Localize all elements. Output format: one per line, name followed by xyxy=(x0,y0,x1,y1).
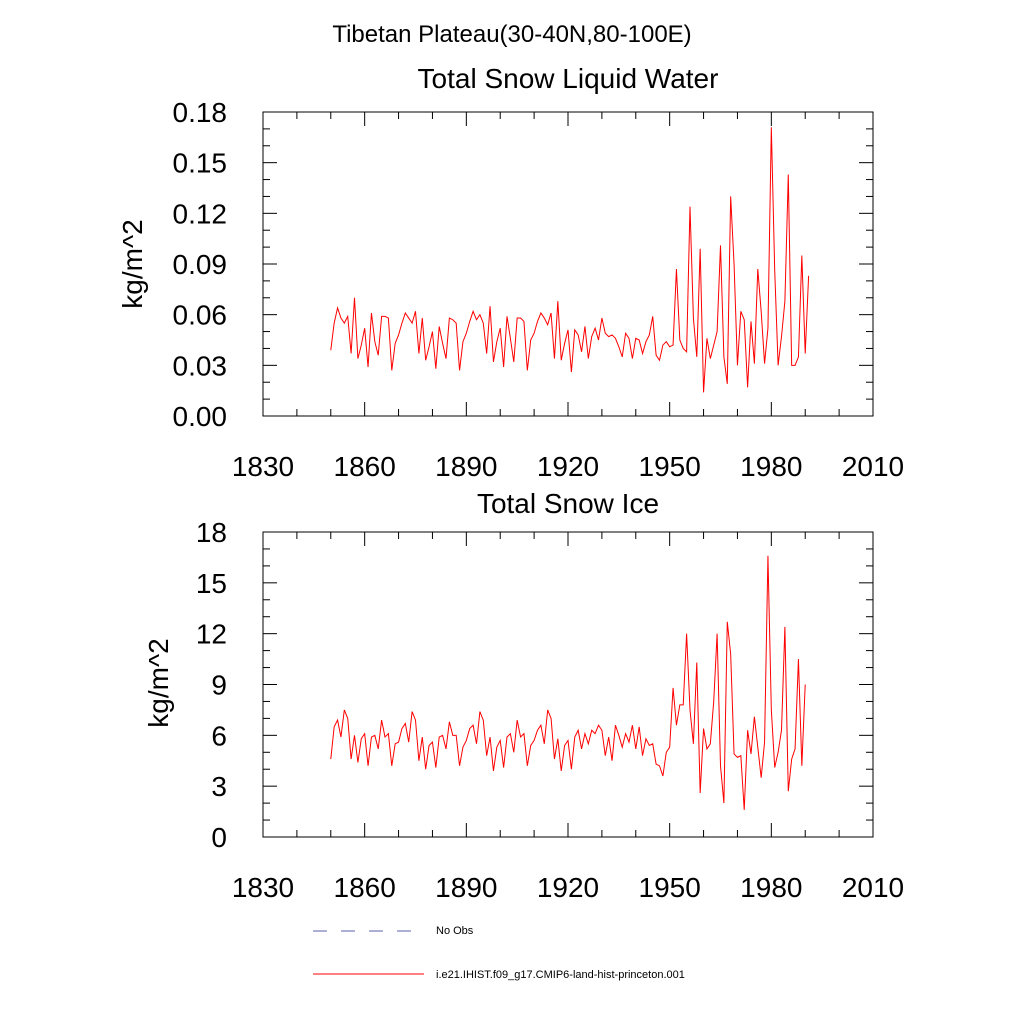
y-tick-label: 12 xyxy=(196,619,227,650)
y-tick-label: 0.09 xyxy=(173,249,228,280)
x-tick-label: 1920 xyxy=(537,872,599,903)
legend: No Obs i.e21.IHIST.f09_g17.CMIP6-land-hi… xyxy=(313,925,685,981)
figure-suptitle: Tibetan Plateau(30-40N,80-100E) xyxy=(332,21,691,48)
chart-title: Total Snow Ice xyxy=(477,488,659,519)
chart-panel-snow-ice: Total Snow Ice kg/m^2 1830 1860 1890 1920 19… xyxy=(143,488,904,903)
x-tick-label: 1830 xyxy=(232,451,294,482)
y-tick-label: 0.15 xyxy=(173,148,228,179)
plot-frame xyxy=(262,111,874,417)
y-tick-label: 0.03 xyxy=(173,350,228,381)
x-tick-label: 1950 xyxy=(639,451,701,482)
y-tick-label: 0.18 xyxy=(173,97,228,128)
legend-label-no-obs: No Obs xyxy=(436,925,474,937)
series-line xyxy=(330,127,810,393)
chart-title: Total Snow Liquid Water xyxy=(418,63,719,94)
x-tick-label: 1920 xyxy=(537,451,599,482)
y-axis-label: kg/m^2 xyxy=(143,638,174,727)
y-tick-label: 9 xyxy=(211,670,227,701)
y-tick-label: 6 xyxy=(211,720,227,751)
x-tick-label: 2010 xyxy=(842,451,904,482)
chart-panel-liquid-water: Total Snow Liquid Water kg/m^2 1830 1860 1… xyxy=(117,63,904,482)
x-tick-label: 1860 xyxy=(334,451,396,482)
plot-frame xyxy=(262,531,874,838)
x-tick-label: 1890 xyxy=(435,872,497,903)
legend-label-model-run: i.e21.IHIST.f09_g17.CMIP6-land-hist-prin… xyxy=(436,969,685,981)
x-tick-label: 1980 xyxy=(740,451,802,482)
x-tick-label: 2010 xyxy=(842,872,904,903)
x-tick-label: 1890 xyxy=(435,451,497,482)
y-tick-label: 18 xyxy=(196,517,227,548)
y-tick-label: 15 xyxy=(196,568,227,599)
y-tick-label: 0.00 xyxy=(173,401,228,432)
y-tick-label: 0 xyxy=(211,822,227,853)
y-axis-label: kg/m^2 xyxy=(117,219,148,308)
x-tick-label: 1830 xyxy=(232,872,294,903)
x-tick-label: 1860 xyxy=(334,872,396,903)
y-tick-label: 0.06 xyxy=(173,300,228,331)
y-tick-label: 0.12 xyxy=(173,198,228,229)
series-line xyxy=(330,555,806,810)
x-tick-label: 1980 xyxy=(740,872,802,903)
x-tick-label: 1950 xyxy=(639,872,701,903)
y-tick-label: 3 xyxy=(211,771,227,802)
